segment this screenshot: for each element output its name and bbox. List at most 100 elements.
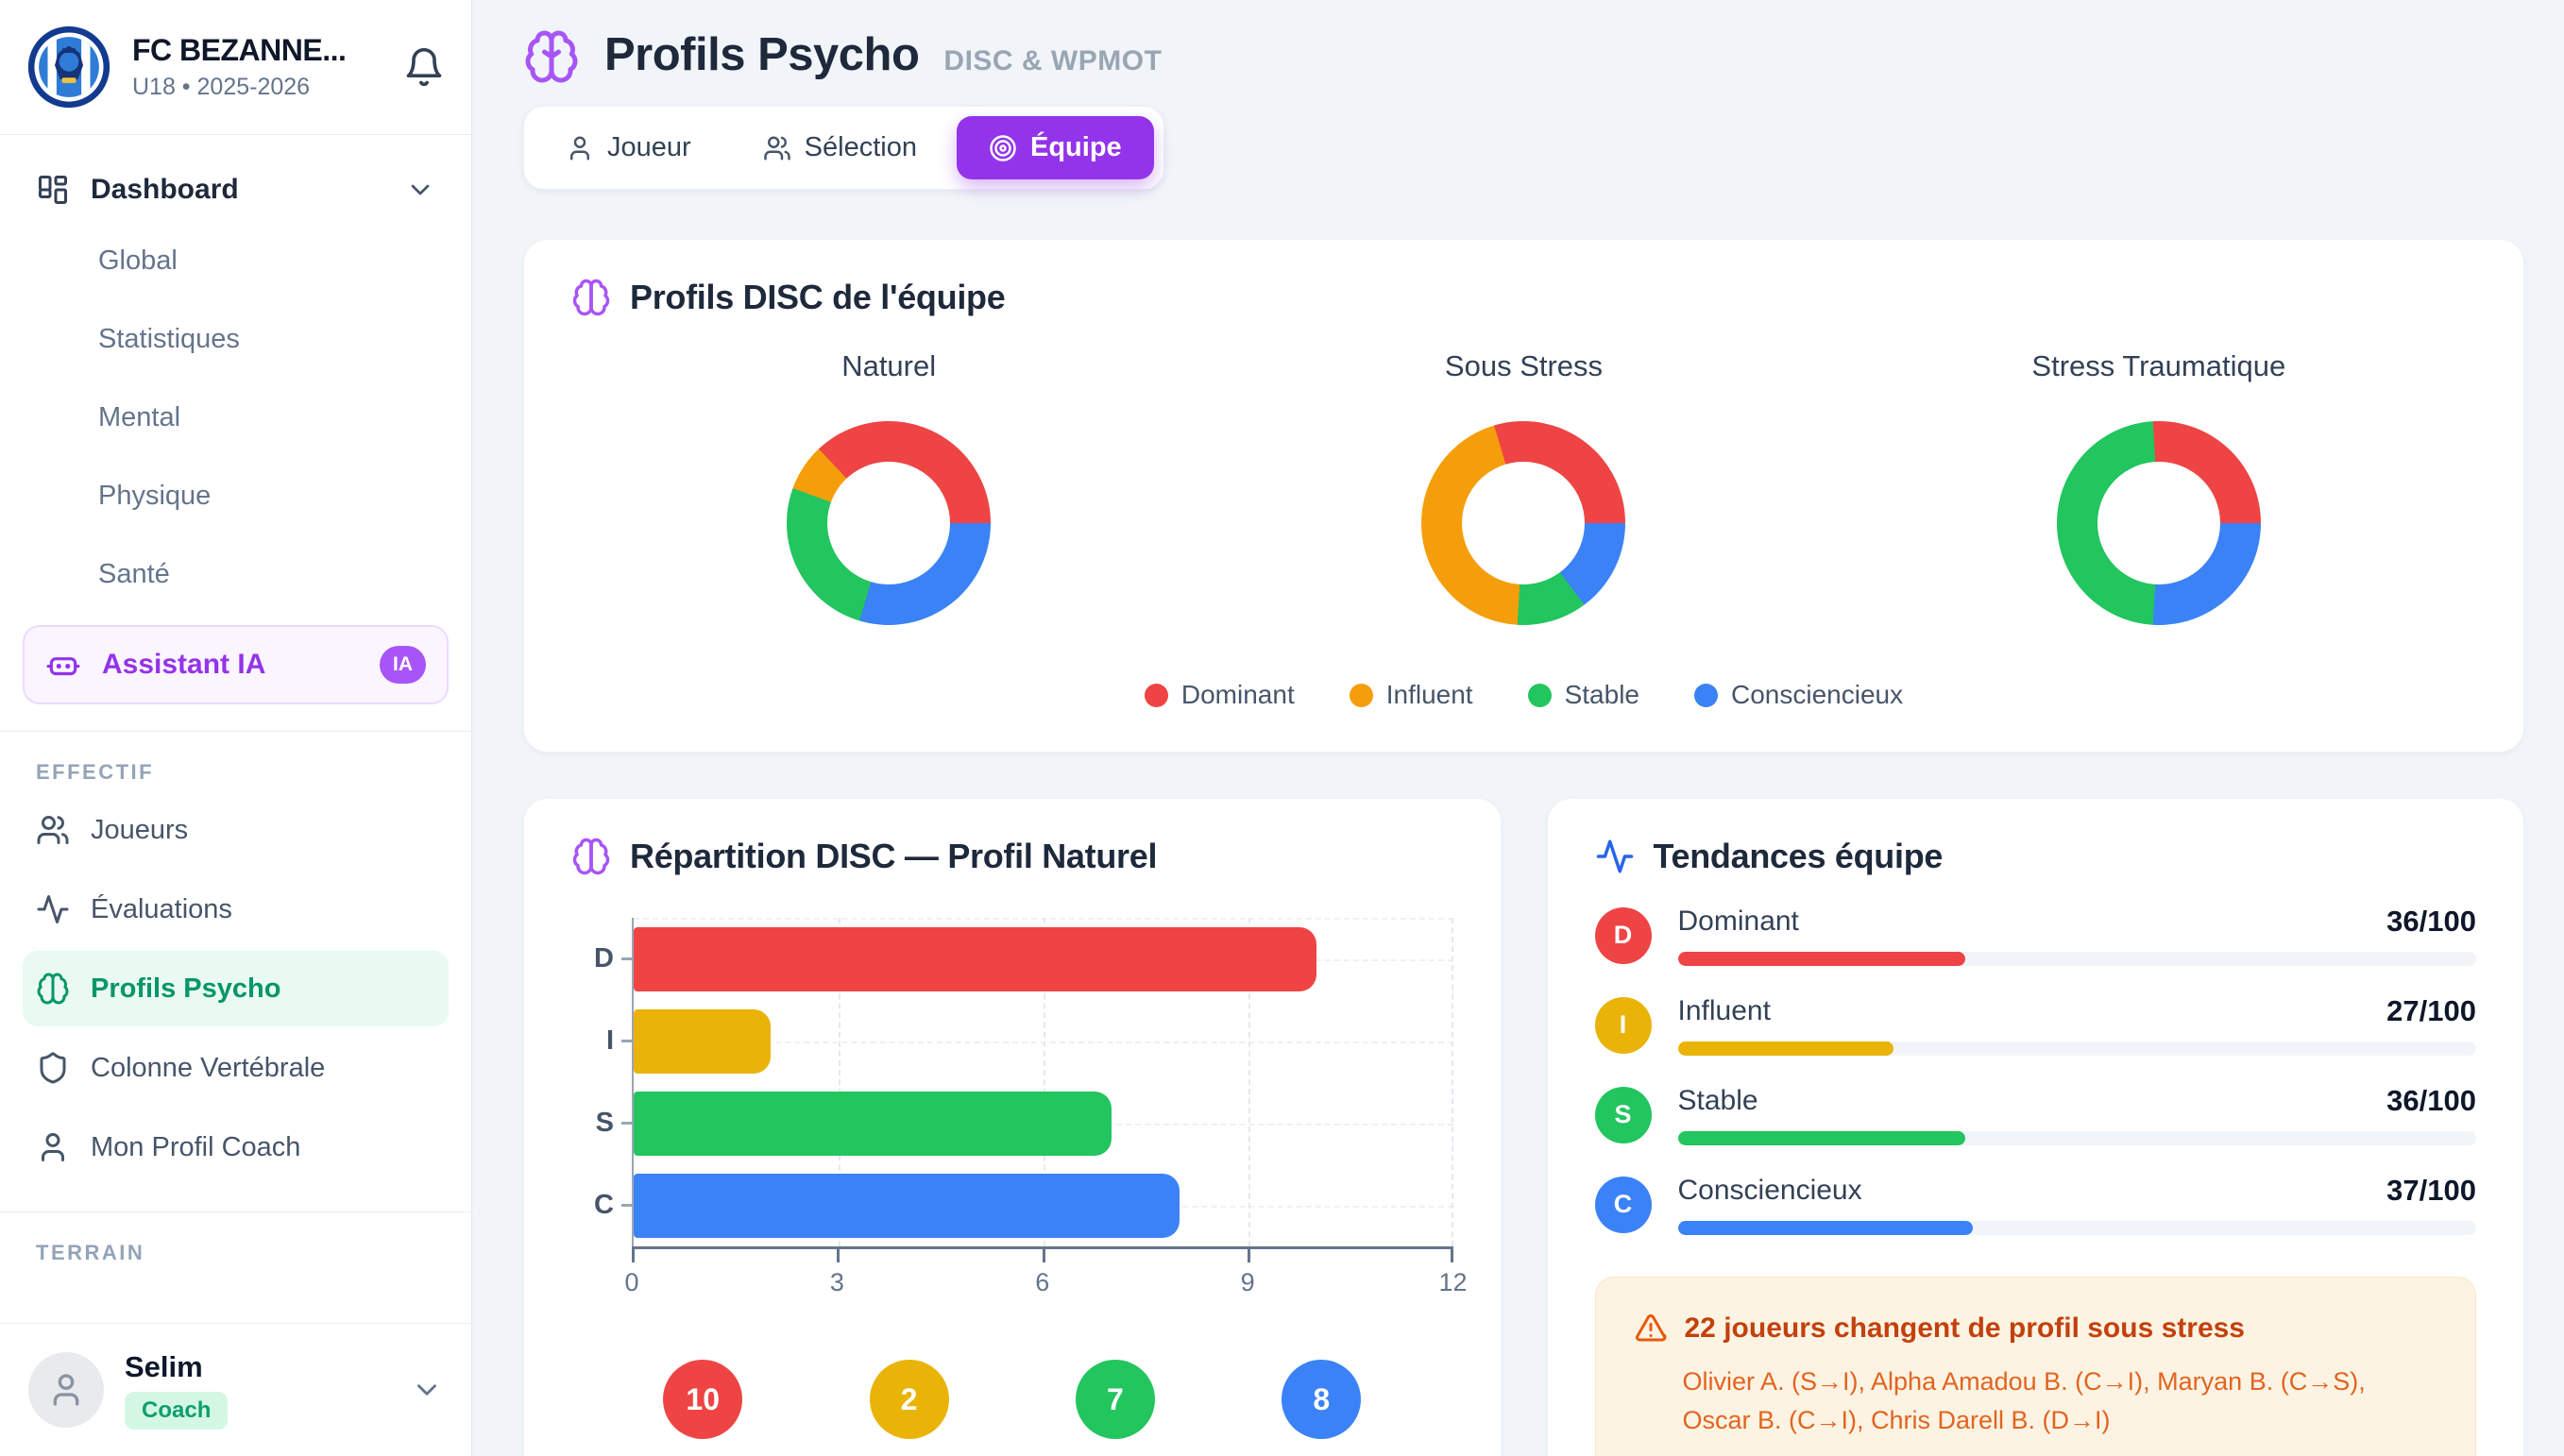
activity-icon xyxy=(1596,839,1633,873)
disc-profiles-card: Profils DISC de l'équipe Naturel Sous St… xyxy=(523,239,2524,753)
sidebar-item-physique[interactable]: Physique xyxy=(98,481,212,511)
sidebar-item-statistiques[interactable]: Statistiques xyxy=(98,324,240,354)
view-tabs: Joueur Sélection Équipe xyxy=(523,106,1164,190)
warning-icon xyxy=(1635,1314,1666,1342)
sidebar-item-evaluations[interactable]: Évaluations xyxy=(23,872,449,947)
value-badge-D: 10 xyxy=(663,1360,743,1439)
brain-icon xyxy=(525,30,578,83)
legend-item-dominant: Dominant xyxy=(1144,680,1295,710)
tab-equipe[interactable]: Équipe xyxy=(956,116,1154,179)
value-badge-C: 8 xyxy=(1282,1360,1362,1439)
tab-joueur[interactable]: Joueur xyxy=(534,116,723,179)
sidebar-item-assistant-ia[interactable]: Assistant IA IA xyxy=(23,625,449,704)
trend-value: 27/100 xyxy=(2386,994,2476,1027)
sidebar-item-sante[interactable]: Santé xyxy=(98,559,170,589)
legend-label: Influent xyxy=(1385,680,1473,709)
value-badge-I: 2 xyxy=(869,1360,949,1439)
tab-selection[interactable]: Sélection xyxy=(731,116,949,179)
y-label-C: C xyxy=(571,1164,632,1246)
bar-C xyxy=(634,1173,1180,1238)
page-header: Profils Psycho DISC & WPMOT xyxy=(523,28,2524,85)
sidebar-item-joueurs[interactable]: Joueurs xyxy=(23,792,449,868)
chevron-down-icon[interactable] xyxy=(411,1374,443,1406)
y-label-D: D xyxy=(571,918,632,1000)
trend-label: Dominant xyxy=(1677,906,1799,937)
donut-naturel: Naturel xyxy=(571,349,1206,625)
section-label-terrain: TERRAIN xyxy=(36,1241,145,1264)
card-title: Tendances équipe xyxy=(1653,837,1944,875)
trend-label: Influent xyxy=(1677,995,1771,1026)
donut-label: Sous Stress xyxy=(1444,349,1604,382)
y-tick xyxy=(621,1204,632,1207)
main-content: Profils Psycho DISC & WPMOT Joueur Sélec… xyxy=(472,0,2564,1456)
user-footer[interactable]: Selim Coach xyxy=(0,1323,471,1456)
target-icon xyxy=(990,134,1016,161)
bar-I xyxy=(634,1008,771,1074)
sidebar-nav: Dashboard Global Statistiques Mental Phy… xyxy=(0,135,471,1323)
x-tick xyxy=(1450,1249,1453,1262)
trend-row-influent: I Influent 27/100 xyxy=(1594,994,2477,1056)
trend-head: Consciencieux 37/100 xyxy=(1678,1174,2477,1208)
user-meta: Selim Coach xyxy=(125,1350,229,1430)
brain-icon xyxy=(572,838,610,875)
sidebar: FC BEZANNE... U18 • 2025-2026 Dashboard … xyxy=(0,0,472,1456)
user-icon xyxy=(570,136,589,160)
sidebar-item-label: Évaluations xyxy=(91,893,232,924)
progress-track xyxy=(1677,1041,2476,1056)
legend-label: Consciencieux xyxy=(1731,680,1904,709)
warning-title: 22 joueurs changent de profil sous stres… xyxy=(1684,1312,2246,1344)
bell-icon[interactable] xyxy=(403,46,445,88)
trend-value: 36/100 xyxy=(2386,905,2476,938)
legend-dot xyxy=(1144,683,1168,707)
progress-track xyxy=(1677,1221,2476,1235)
progress-track xyxy=(1677,1131,2476,1145)
role-badge: Coach xyxy=(125,1392,229,1430)
x-tick-label: 0 xyxy=(624,1268,639,1296)
sidebar-item-mon-profil-coach[interactable]: Mon Profil Coach xyxy=(23,1109,449,1185)
warning-title-row: 22 joueurs changent de profil sous stres… xyxy=(1634,1312,2438,1346)
donut-chart-stress-traumatique xyxy=(2056,421,2261,625)
avatar xyxy=(28,1352,104,1428)
donut-chart-sous-stress xyxy=(1421,421,1626,625)
donut-grid: Naturel Sous Stress Stress Traumatique xyxy=(571,349,2476,625)
trend-head: Dominant 36/100 xyxy=(1678,905,2477,939)
trend-head: Influent 27/100 xyxy=(1678,994,2477,1028)
donut-stress-traumatique: Stress Traumatique xyxy=(1842,349,2476,625)
progress-fill xyxy=(1677,1131,1965,1145)
donut-sous-stress: Sous Stress xyxy=(1206,349,1841,625)
bar-row-C xyxy=(634,1164,1453,1246)
bar-row-D xyxy=(634,918,1453,1000)
trend-label: Consciencieux xyxy=(1677,1175,1862,1206)
bar-row-I xyxy=(634,1000,1453,1082)
disc-badge-D: D xyxy=(1594,906,1652,964)
sidebar-item-colonne-vertebrale[interactable]: Colonne Vertébrale xyxy=(23,1030,449,1106)
stress-warning-box: 22 joueurs changent de profil sous stres… xyxy=(1594,1277,2476,1456)
ia-badge: IA xyxy=(380,646,426,684)
disc-badge-C: C xyxy=(1594,1176,1652,1233)
tab-label: Sélection xyxy=(804,132,917,162)
gridline xyxy=(1451,918,1453,1246)
value-badge-S: 7 xyxy=(1075,1360,1155,1439)
x-tick xyxy=(1042,1249,1045,1262)
card-title: Répartition DISC — Profil Naturel xyxy=(630,837,1158,875)
warning-body: Olivier A. (S→I), Alpha Amadou B. (C→I),… xyxy=(1682,1367,2366,1434)
x-tick xyxy=(632,1249,635,1262)
sidebar-item-dashboard[interactable]: Dashboard xyxy=(23,158,449,222)
legend-item-influent: Influent xyxy=(1349,680,1473,710)
activity-icon xyxy=(37,895,69,923)
disc-badge-S: S xyxy=(1594,1086,1652,1143)
y-tick xyxy=(621,1122,632,1125)
dashboard-icon xyxy=(39,176,67,204)
trend-row-consciencieux: C Consciencieux 37/100 xyxy=(1594,1174,2477,1235)
value-badges-row: 10 2 7 8 xyxy=(600,1360,1425,1439)
sidebar-item-label: Joueurs xyxy=(91,814,189,845)
sidebar-item-mental[interactable]: Mental xyxy=(98,402,181,432)
progress-fill xyxy=(1677,952,1965,966)
tab-label: Joueur xyxy=(607,132,691,162)
trend-head: Stable 36/100 xyxy=(1678,1084,2477,1118)
y-tick xyxy=(621,957,632,960)
legend-label: Stable xyxy=(1564,680,1639,709)
sidebar-item-global[interactable]: Global xyxy=(98,245,178,276)
sidebar-item-profils-psycho[interactable]: Profils Psycho xyxy=(23,951,449,1026)
gridline xyxy=(1043,918,1045,1246)
